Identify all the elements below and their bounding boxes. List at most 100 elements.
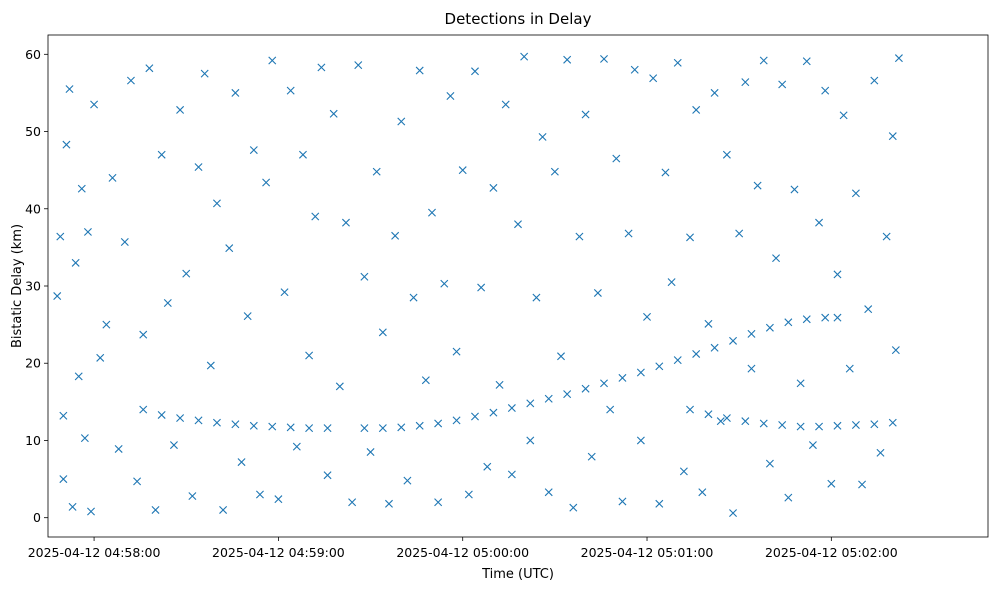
data-point-marker	[587, 452, 596, 461]
data-point-marker	[772, 254, 781, 263]
data-point-marker	[593, 288, 602, 297]
data-point-marker	[796, 379, 805, 388]
data-point-marker	[77, 184, 86, 193]
data-point-marker	[200, 69, 209, 78]
data-point-marker	[176, 414, 185, 423]
data-point-marker	[790, 185, 799, 194]
data-point-marker	[673, 58, 682, 67]
data-point-marker	[808, 441, 817, 450]
data-point-marker	[600, 379, 609, 388]
data-point-marker	[722, 414, 731, 423]
y-tick-label: 30	[25, 279, 41, 294]
data-point-marker	[735, 229, 744, 238]
data-point-marker	[471, 67, 479, 76]
data-point-marker	[311, 212, 320, 221]
data-point-marker	[864, 305, 873, 314]
data-point-marker	[741, 78, 750, 87]
data-point-marker	[409, 293, 418, 302]
data-point-marker	[778, 80, 787, 89]
x-tick-label: 2025-04-12 04:58:00	[28, 545, 161, 560]
data-point-marker	[802, 315, 811, 324]
data-point-marker	[667, 278, 676, 287]
data-point-marker	[212, 418, 221, 427]
data-point-marker	[188, 492, 197, 501]
data-point-marker	[821, 86, 830, 95]
data-point-marker	[169, 441, 178, 450]
data-point-marker	[526, 399, 535, 408]
data-point-marker	[348, 498, 357, 507]
data-point-marker	[440, 279, 449, 288]
data-point-marker	[114, 444, 123, 453]
data-point-marker	[698, 488, 707, 497]
data-point-marker	[446, 92, 455, 101]
data-point-marker	[403, 476, 412, 485]
data-point-marker	[618, 497, 627, 506]
data-point-marker	[268, 422, 277, 431]
data-point-marker	[483, 462, 492, 471]
data-point-marker	[286, 86, 295, 95]
data-point-marker	[464, 490, 473, 499]
data-point-marker	[833, 421, 842, 430]
data-point-marker	[243, 312, 252, 321]
data-point-marker	[163, 299, 172, 307]
data-point-marker	[636, 368, 645, 377]
data-point-marker	[62, 140, 71, 149]
data-point-marker	[366, 448, 375, 457]
data-point-marker	[415, 66, 424, 75]
data-point-marker	[686, 233, 695, 242]
data-point-marker	[335, 382, 344, 391]
data-point-marker	[784, 318, 793, 327]
data-point-marker	[471, 412, 479, 421]
data-point-marker	[489, 408, 498, 417]
y-axis: 0 10 20 30 40 50 60	[25, 47, 48, 525]
data-point-marker	[550, 167, 559, 176]
data-point-marker	[194, 416, 203, 425]
data-point-marker	[434, 498, 443, 507]
data-point-marker	[784, 493, 793, 502]
data-point-marker	[102, 320, 111, 329]
data-point-marker	[360, 424, 369, 433]
data-point-marker	[839, 111, 848, 120]
data-point-marker	[722, 150, 731, 159]
data-point-marker	[280, 288, 289, 297]
data-point-marker	[489, 183, 498, 192]
data-point-marker	[710, 343, 719, 352]
data-point-marker	[581, 110, 590, 119]
data-point-marker	[225, 244, 234, 253]
data-point-marker	[845, 364, 854, 373]
data-point-marker	[139, 405, 148, 414]
data-point-marker	[323, 424, 332, 433]
data-point-marker	[538, 132, 547, 141]
data-point-marker	[606, 405, 615, 414]
data-point-marker	[87, 507, 95, 516]
data-point-marker	[815, 218, 824, 227]
data-point-marker	[415, 421, 424, 430]
data-point-marker	[581, 384, 590, 393]
data-point-marker	[716, 417, 725, 426]
data-point-marker	[544, 488, 553, 497]
data-point-marker	[600, 54, 609, 63]
data-point-marker	[219, 505, 228, 514]
data-point-marker	[729, 336, 738, 345]
data-point-marker	[894, 54, 903, 63]
data-point-marker	[71, 258, 80, 267]
data-point-marker	[514, 220, 522, 229]
data-point-marker	[268, 56, 277, 65]
data-point-marker	[391, 231, 400, 240]
data-point-marker	[237, 458, 246, 467]
data-point-marker	[298, 150, 307, 159]
data-point-marker	[53, 292, 62, 301]
data-point-marker	[194, 163, 203, 172]
chart-title: Detections in Delay	[445, 10, 592, 28]
data-point-marker	[157, 150, 166, 159]
data-point-marker	[249, 146, 258, 155]
data-point-marker	[231, 420, 240, 429]
data-point-marker	[673, 356, 682, 365]
data-point-marker	[643, 312, 652, 321]
data-point-marker	[83, 227, 92, 236]
data-point-marker	[421, 376, 430, 385]
data-point-marker	[557, 352, 565, 361]
data-point-marker	[765, 323, 774, 332]
